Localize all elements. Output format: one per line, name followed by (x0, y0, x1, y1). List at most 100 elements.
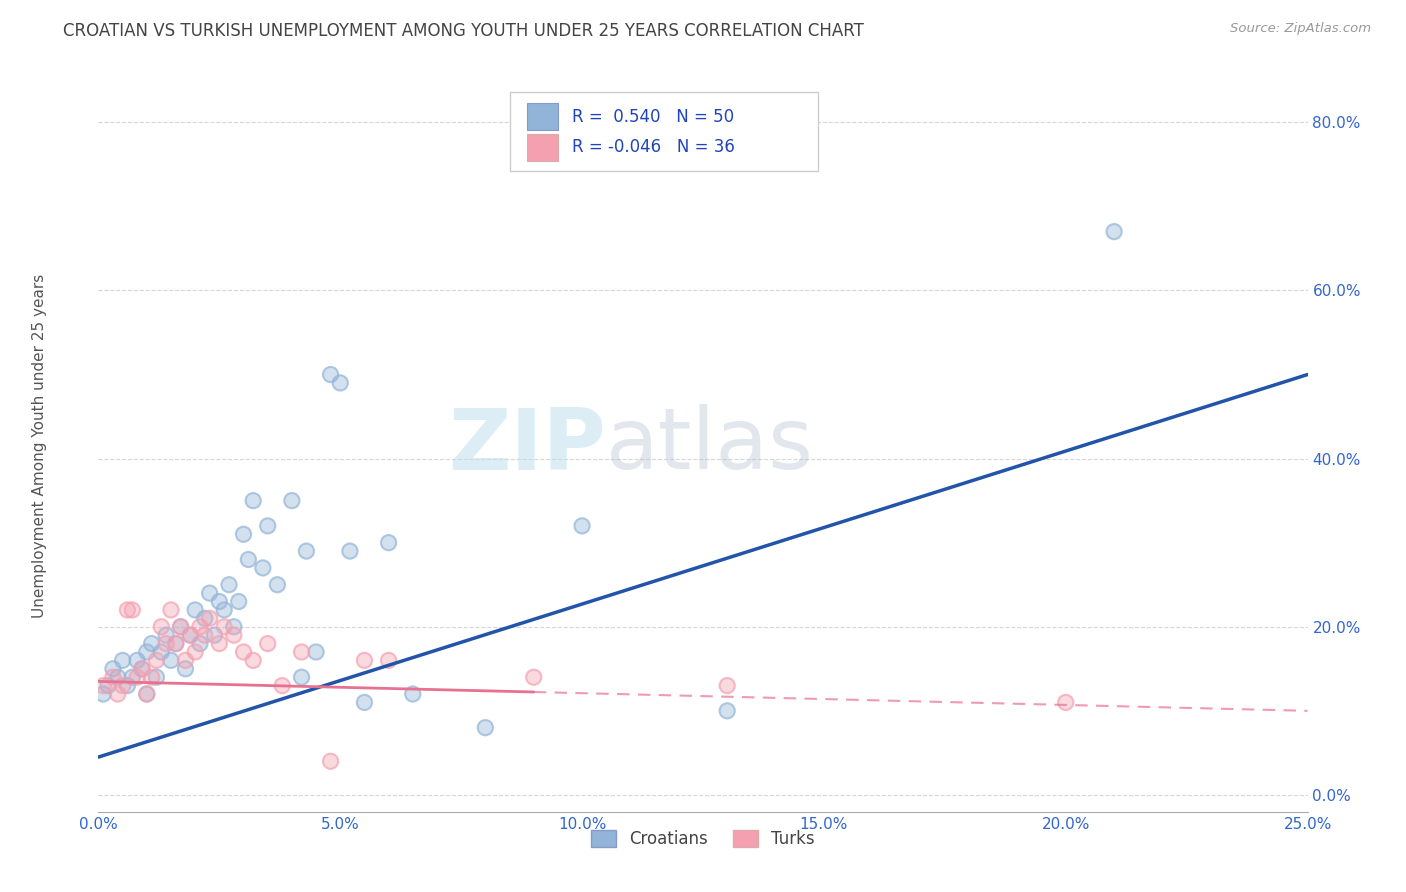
Point (111, 653, 134, 667)
Point (339, 544, 361, 558)
Point (238, 552, 260, 566)
Point (329, 376, 352, 390)
Point (160, 603, 183, 617)
Point (194, 628, 217, 642)
Point (194, 611, 217, 625)
Point (208, 594, 231, 608)
Point (184, 645, 207, 659)
Point (353, 695, 375, 709)
Point (212, 603, 235, 617)
Point (121, 603, 143, 617)
Point (256, 636, 278, 650)
Point (402, 687, 425, 701)
Point (111, 653, 134, 667)
Point (252, 561, 274, 575)
Point (174, 653, 197, 667)
Point (127, 670, 149, 684)
Point (377, 653, 399, 667)
Point (305, 645, 328, 659)
Point (232, 527, 254, 541)
Point (155, 628, 177, 642)
Point (222, 620, 245, 634)
Point (242, 493, 264, 508)
Point (145, 670, 167, 684)
Point (117, 679, 139, 693)
Point (121, 670, 143, 684)
Point (135, 687, 157, 701)
Point (188, 636, 211, 650)
Point (101, 662, 124, 676)
Point (571, 519, 593, 533)
Point (141, 636, 163, 650)
Point (222, 628, 245, 642)
Point (716, 704, 738, 718)
Point (127, 670, 149, 684)
Point (135, 645, 157, 659)
Point (353, 653, 375, 667)
Point (523, 670, 546, 684)
Point (1054, 695, 1077, 709)
Point (256, 636, 278, 650)
Point (212, 620, 235, 634)
Point (111, 679, 134, 693)
Point (242, 493, 264, 508)
Point (198, 586, 221, 600)
Text: R = -0.046   N = 36: R = -0.046 N = 36 (572, 138, 735, 156)
Point (107, 687, 129, 701)
Point (319, 368, 342, 382)
Point (290, 670, 312, 684)
Point (281, 493, 304, 508)
Point (218, 578, 240, 592)
Point (101, 662, 124, 676)
Point (319, 754, 342, 768)
Point (256, 519, 278, 533)
Point (117, 603, 139, 617)
Point (179, 628, 201, 642)
Point (160, 653, 183, 667)
Point (135, 645, 157, 659)
Point (117, 679, 139, 693)
Point (107, 687, 129, 701)
Point (266, 578, 288, 592)
Point (198, 611, 221, 625)
Point (179, 628, 201, 642)
Point (150, 645, 173, 659)
Point (319, 754, 342, 768)
Point (295, 544, 318, 558)
Point (474, 721, 496, 735)
Point (232, 527, 254, 541)
Point (117, 603, 139, 617)
Point (198, 611, 221, 625)
Point (131, 662, 153, 676)
Point (716, 679, 738, 693)
Point (127, 653, 149, 667)
Point (169, 620, 191, 634)
Point (232, 645, 254, 659)
Point (402, 687, 425, 701)
Point (91, 687, 114, 701)
Point (716, 679, 738, 693)
Point (127, 653, 149, 667)
Point (242, 653, 264, 667)
Point (474, 721, 496, 735)
Point (135, 687, 157, 701)
Text: atlas: atlas (606, 404, 814, 488)
Text: R =  0.540   N = 50: R = 0.540 N = 50 (572, 108, 734, 126)
Point (353, 653, 375, 667)
Point (242, 653, 264, 667)
Point (155, 636, 177, 650)
Point (169, 620, 191, 634)
Point (222, 628, 245, 642)
Point (188, 620, 211, 634)
Point (174, 662, 197, 676)
Point (141, 670, 163, 684)
Point (218, 578, 240, 592)
Point (91, 687, 114, 701)
Point (281, 493, 304, 508)
Point (160, 653, 183, 667)
Point (290, 670, 312, 684)
Point (179, 628, 201, 642)
Point (184, 645, 207, 659)
Point (295, 544, 318, 558)
Point (179, 628, 201, 642)
